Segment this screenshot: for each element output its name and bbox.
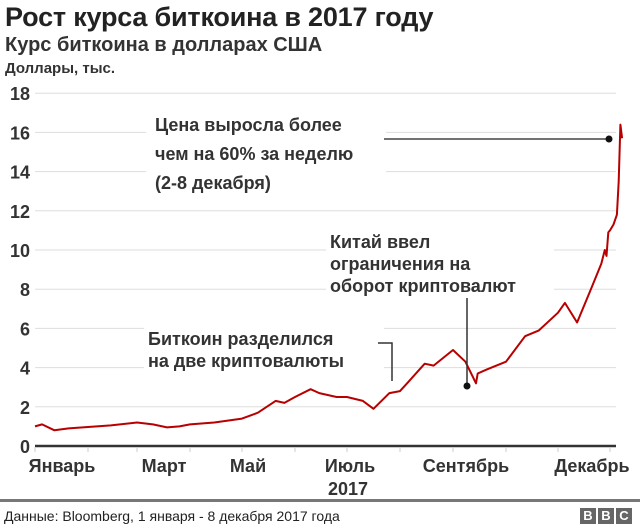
y-tick-label: 10	[10, 241, 30, 261]
y-tick-label: 4	[20, 359, 30, 379]
y-tick-label: 18	[10, 84, 30, 104]
annotation-bg	[146, 112, 386, 198]
annotation-week: Цена выросла более чем на 60% за неделю …	[155, 115, 613, 193]
x-tick-label: Декабрь	[554, 456, 629, 476]
y-tick-label: 8	[20, 280, 30, 300]
y-axis-unit-label: Доллары, тыс.	[5, 60, 116, 77]
annotation-week-line3: (2-8 декабря)	[155, 173, 271, 193]
bitcoin-price-line	[34, 123, 624, 432]
annotation-backgrounds	[144, 112, 554, 372]
annotation-china-dot	[463, 382, 471, 390]
annotation-week-dot	[605, 135, 613, 143]
annotation-split: Биткоин разделился на две криптовалюты	[148, 329, 393, 381]
annotation-bg	[326, 228, 554, 300]
annotation-china-line2: ограничения на	[330, 254, 471, 274]
x-axis-labels: Январь Март Май Июль Сентябрь Декабрь	[29, 456, 630, 476]
data-source: Данные: Bloomberg, 1 января - 8 декабря …	[4, 508, 340, 524]
chart-title: Рост курса биткоина в 2017 году	[5, 2, 434, 32]
annotation-china: Китай ввел ограничения на оборот криптов…	[330, 232, 516, 390]
bbc-logo-letter-1: B	[580, 508, 596, 524]
y-tick-label: 6	[20, 319, 30, 339]
y-tick-label: 16	[10, 123, 30, 143]
x-tick-label: Июль	[325, 456, 375, 476]
annotation-bg	[144, 326, 384, 372]
y-tick-label: 14	[10, 163, 30, 183]
y-tick-label: 0	[20, 437, 30, 457]
bbc-logo-letter-3: C	[616, 508, 632, 524]
line-chart: 0 2 4 6 8 10 12 14 16 18 Январь Март Май Июль Сентябр…	[10, 84, 630, 499]
y-axis-ticks: 0 2 4 6 8 10 12 14 16 18	[10, 84, 30, 457]
annotation-china-line1: Китай ввел	[330, 232, 430, 252]
footer-divider	[0, 499, 640, 502]
x-axis-year-label: 2017	[328, 479, 368, 499]
chart-subtitle: Курс биткоина в долларах США	[5, 34, 323, 56]
x-tick-label: Сентябрь	[423, 456, 509, 476]
annotation-split-line1: Биткоин разделился	[148, 329, 333, 349]
x-tick-label: Март	[142, 456, 187, 476]
bbc-logo-letter-2: B	[598, 508, 614, 524]
y-tick-label: 12	[10, 202, 30, 222]
x-tick-label: Май	[230, 456, 266, 476]
annotation-week-line1: Цена выросла более	[155, 115, 342, 135]
annotation-week-line2: чем на 60% за неделю	[155, 144, 353, 164]
annotation-split-leader	[378, 342, 393, 381]
annotation-china-line3: оборот криптовалют	[330, 276, 516, 296]
x-axis-ticks	[34, 447, 611, 452]
annotation-split-line2: на две криптовалюты	[148, 351, 344, 371]
y-tick-label: 2	[20, 398, 30, 418]
bbc-logo: B B C	[580, 508, 632, 524]
x-tick-label: Январь	[29, 456, 96, 476]
